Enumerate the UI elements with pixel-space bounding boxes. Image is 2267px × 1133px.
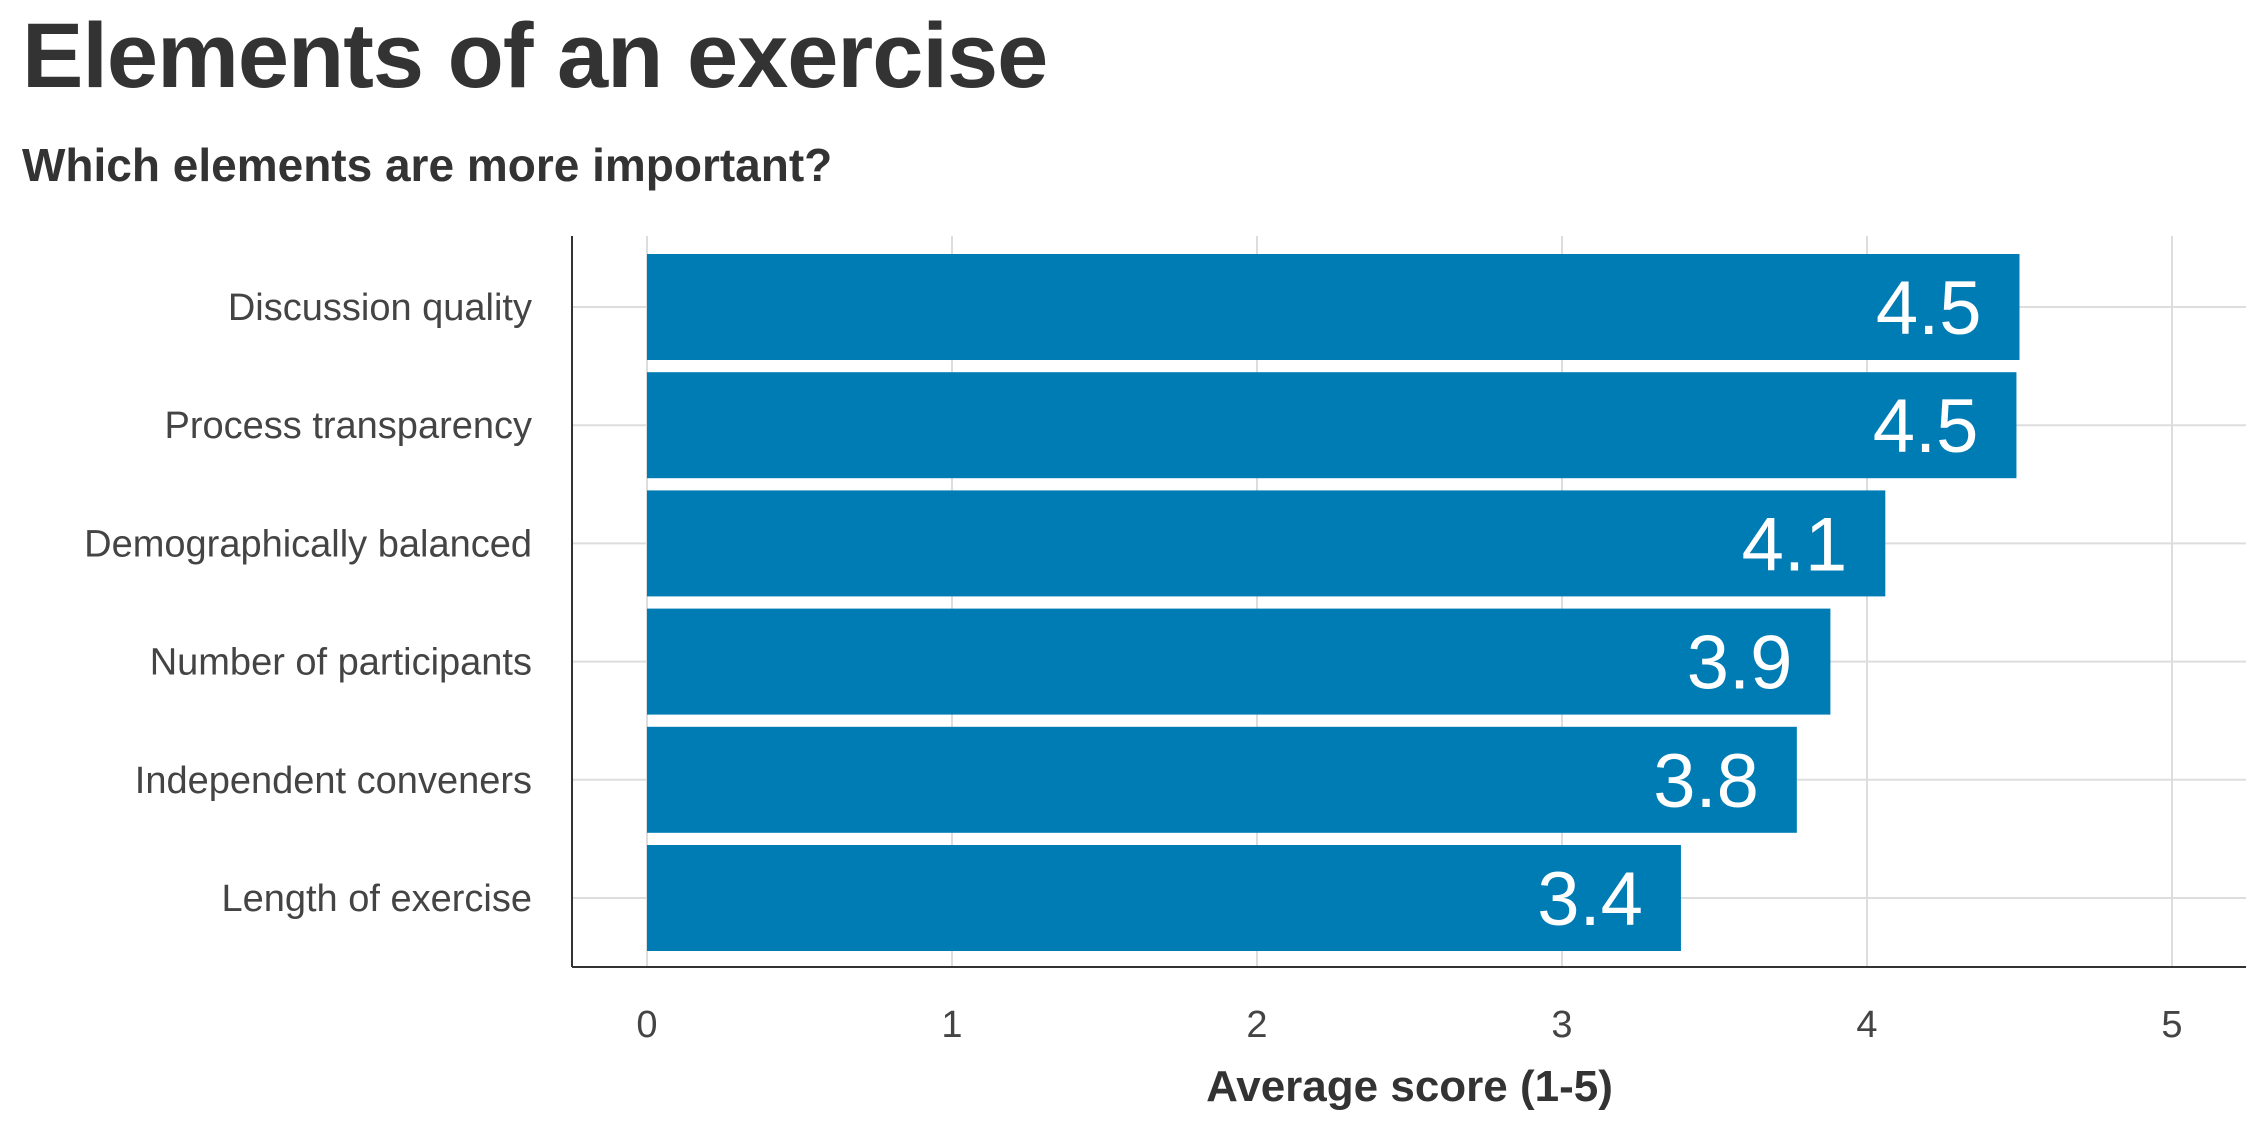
bar-value-label: 4.5 [1873, 384, 1979, 469]
x-tick-label: 4 [1856, 1004, 1877, 1046]
bar [647, 254, 2020, 360]
category-label: Number of participants [150, 642, 532, 684]
x-tick-labels: 0 1 2 3 4 5 [636, 1004, 2182, 1046]
category-label: Length of exercise [221, 878, 532, 920]
bar-value-label: 4.1 [1742, 502, 1848, 587]
bar-value-label: 3.8 [1653, 739, 1759, 824]
x-axis-title: Average score (1-5) [1206, 1062, 1613, 1111]
category-label: Demographically balanced [84, 523, 532, 565]
bar [647, 372, 2017, 479]
x-tick-label: 1 [941, 1004, 962, 1046]
x-tick-label: 2 [1246, 1004, 1267, 1046]
x-tick-label: 0 [636, 1004, 657, 1046]
bar [647, 845, 1681, 951]
chart-subtitle: Which elements are more important? [22, 139, 833, 191]
bar [647, 608, 1831, 715]
x-tick-label: 5 [2161, 1004, 2182, 1046]
bar [647, 726, 1797, 833]
category-label: Process transparency [165, 405, 533, 447]
category-labels: Discussion quality Process transparency De… [84, 287, 532, 920]
category-label: Independent conveners [135, 760, 532, 802]
bar-value-label: 3.9 [1687, 621, 1793, 706]
category-label: Discussion quality [228, 287, 532, 329]
bar [647, 490, 1886, 597]
bar-value-label: 3.4 [1537, 857, 1643, 942]
chart-title: Elements of an exercise [22, 5, 1048, 107]
bar-value-label: 4.5 [1876, 266, 1982, 351]
x-tick-label: 3 [1551, 1004, 1572, 1046]
bars: 4.5 4.5 4.1 3.9 3.83.4 [647, 254, 2020, 951]
